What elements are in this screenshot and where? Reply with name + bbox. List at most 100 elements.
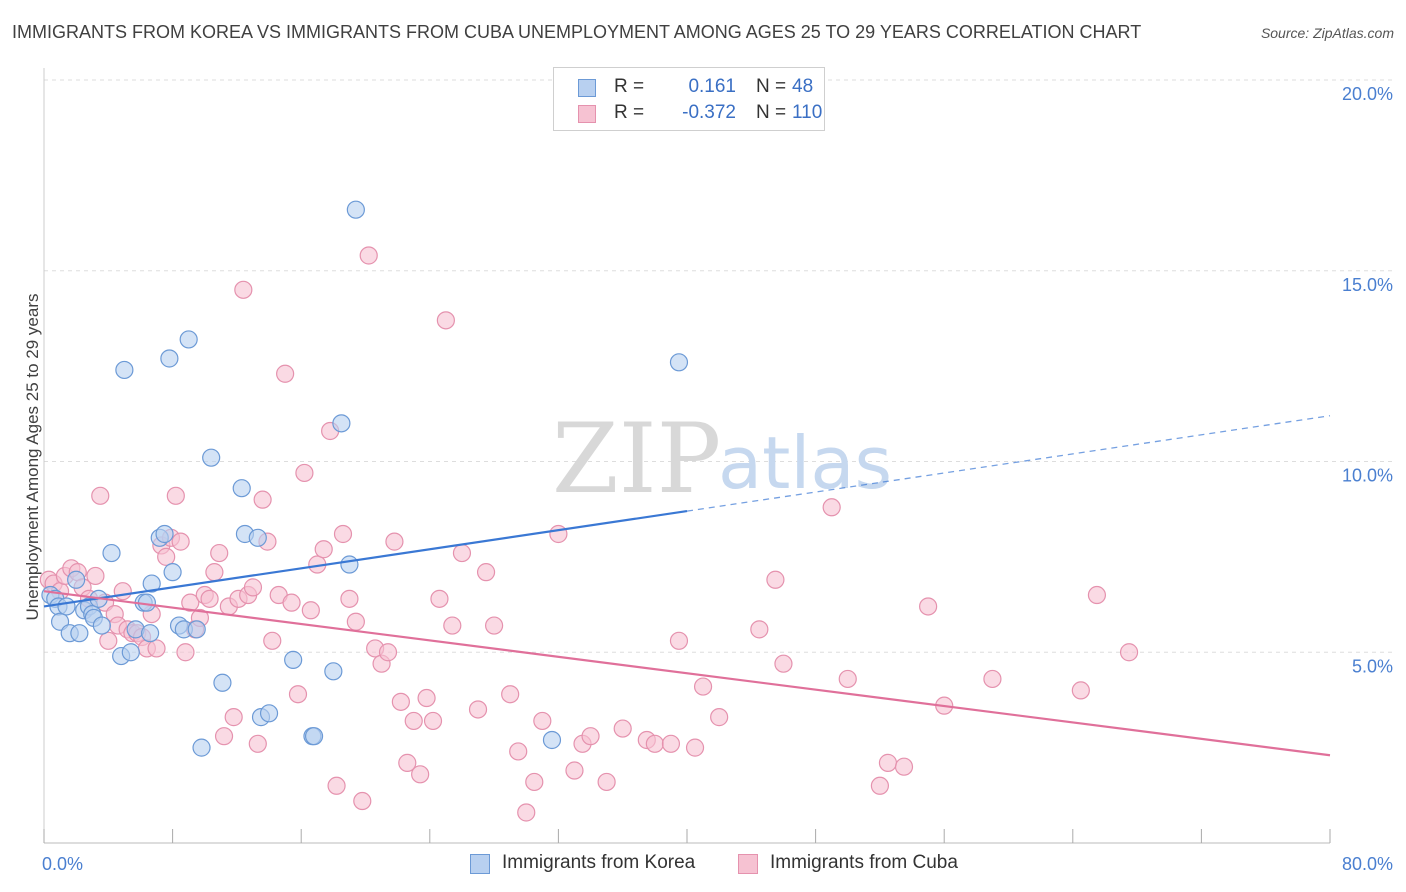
cuba-point: [340, 589, 359, 608]
cuba-point: [378, 643, 398, 662]
cuba-point: [353, 791, 372, 811]
x-tick-label: 0.0%: [42, 854, 83, 874]
legend-r-label: R =: [614, 102, 645, 123]
korea-points: [41, 200, 689, 757]
cuba-point: [443, 616, 462, 635]
cuba-point: [243, 578, 263, 597]
cuba-n-value: 110: [792, 102, 823, 123]
y-tick-label: 10.0%: [1342, 466, 1393, 486]
korea-point: [179, 330, 198, 349]
correlation-legend: R = 0.161 N = 48 R = -0.372 N = 110: [553, 67, 825, 131]
cuba-point: [301, 601, 320, 620]
cuba-point: [1071, 681, 1090, 700]
cuba-point: [276, 364, 295, 383]
cuba-point: [253, 490, 272, 509]
cuba-point: [613, 719, 632, 738]
cuba-point: [210, 543, 229, 563]
cuba-point: [468, 700, 488, 719]
cuba-point: [147, 639, 166, 658]
cuba-point: [878, 753, 898, 772]
korea-point: [202, 448, 221, 467]
x-tick-labels: 0.0% 80.0%: [42, 854, 1393, 874]
y-tick-label: 15.0%: [1342, 275, 1393, 295]
cuba-point: [224, 708, 243, 727]
cuba-point: [404, 711, 423, 731]
korea-point: [259, 704, 279, 723]
cuba-legend-swatch: [738, 854, 758, 874]
korea-point: [121, 643, 140, 662]
korea-point: [332, 414, 351, 433]
korea-point: [340, 555, 359, 574]
legend-r-label: R =: [614, 76, 645, 97]
cuba-point: [685, 738, 705, 757]
gridlines: [44, 79, 1392, 653]
cuba-swatch: [578, 105, 596, 123]
cuba-point: [176, 643, 195, 662]
cuba-point: [870, 776, 890, 795]
korea-swatch: [578, 79, 596, 97]
cuba-point: [983, 669, 1002, 689]
cuba-point: [385, 532, 404, 551]
cuba-point: [1119, 643, 1139, 662]
cuba-point: [295, 463, 314, 483]
cuba-legend-label: Immigrants from Cuba: [770, 852, 958, 873]
korea-legend-label: Immigrants from Korea: [502, 852, 696, 873]
korea-point: [213, 673, 232, 692]
cuba-point: [501, 685, 520, 704]
cuba-point: [669, 631, 689, 650]
cuba-point: [581, 727, 600, 746]
cuba-point: [205, 563, 224, 582]
cuba-point: [838, 669, 857, 689]
cuba-point: [86, 566, 105, 586]
korea-point: [142, 574, 161, 593]
x-tick-label: 80.0%: [1342, 854, 1393, 874]
chart-title: IMMIGRANTS FROM KOREA VS IMMIGRANTS FROM…: [12, 22, 1142, 42]
cuba-point: [91, 486, 110, 505]
cuba-point: [750, 620, 769, 639]
cuba-point: [157, 547, 176, 566]
korea-point: [187, 620, 206, 639]
korea-point: [304, 727, 324, 746]
cuba-point: [113, 582, 132, 601]
cuba-point: [693, 677, 713, 696]
y-tick-labels: 5.0% 10.0% 15.0% 20.0%: [1342, 84, 1393, 676]
cuba-point: [314, 540, 333, 559]
cuba-point: [214, 727, 234, 746]
cuba-point: [517, 803, 536, 822]
cuba-point: [346, 612, 365, 631]
cuba-point: [485, 616, 504, 635]
cuba-point: [166, 486, 185, 505]
korea-point: [163, 563, 182, 582]
cuba-point: [99, 631, 118, 650]
korea-point: [70, 624, 89, 643]
korea-point: [67, 570, 86, 589]
korea-point: [248, 528, 267, 547]
cuba-point: [288, 685, 308, 704]
cuba-point: [549, 524, 568, 544]
cuba-point: [282, 593, 301, 612]
cuba-point: [533, 711, 552, 731]
cuba-point: [200, 589, 219, 608]
cuba-points: [39, 246, 1139, 822]
cuba-point: [248, 734, 267, 753]
cuba-point: [436, 311, 455, 330]
cuba-r-value: -0.372: [682, 102, 736, 123]
cuba-point: [171, 532, 190, 551]
cuba-point: [398, 753, 417, 772]
cuba-point: [565, 761, 584, 780]
cuba-point: [452, 543, 472, 563]
cuba-point: [181, 593, 200, 612]
cuba-point: [327, 776, 346, 795]
cuba-point: [822, 498, 841, 517]
korea-point: [92, 616, 111, 635]
y-axis-label: Unemployment Among Ages 25 to 29 years: [23, 294, 42, 621]
y-tick-label: 5.0%: [1352, 656, 1393, 676]
cuba-point: [333, 524, 353, 544]
korea-r-value: 0.161: [688, 76, 736, 97]
watermark-zip: ZIP: [552, 403, 721, 515]
cuba-point: [411, 765, 430, 784]
axes: [43, 68, 1331, 844]
korea-point: [155, 524, 174, 544]
cuba-point: [766, 570, 785, 589]
korea-trend-line: [43, 510, 688, 608]
